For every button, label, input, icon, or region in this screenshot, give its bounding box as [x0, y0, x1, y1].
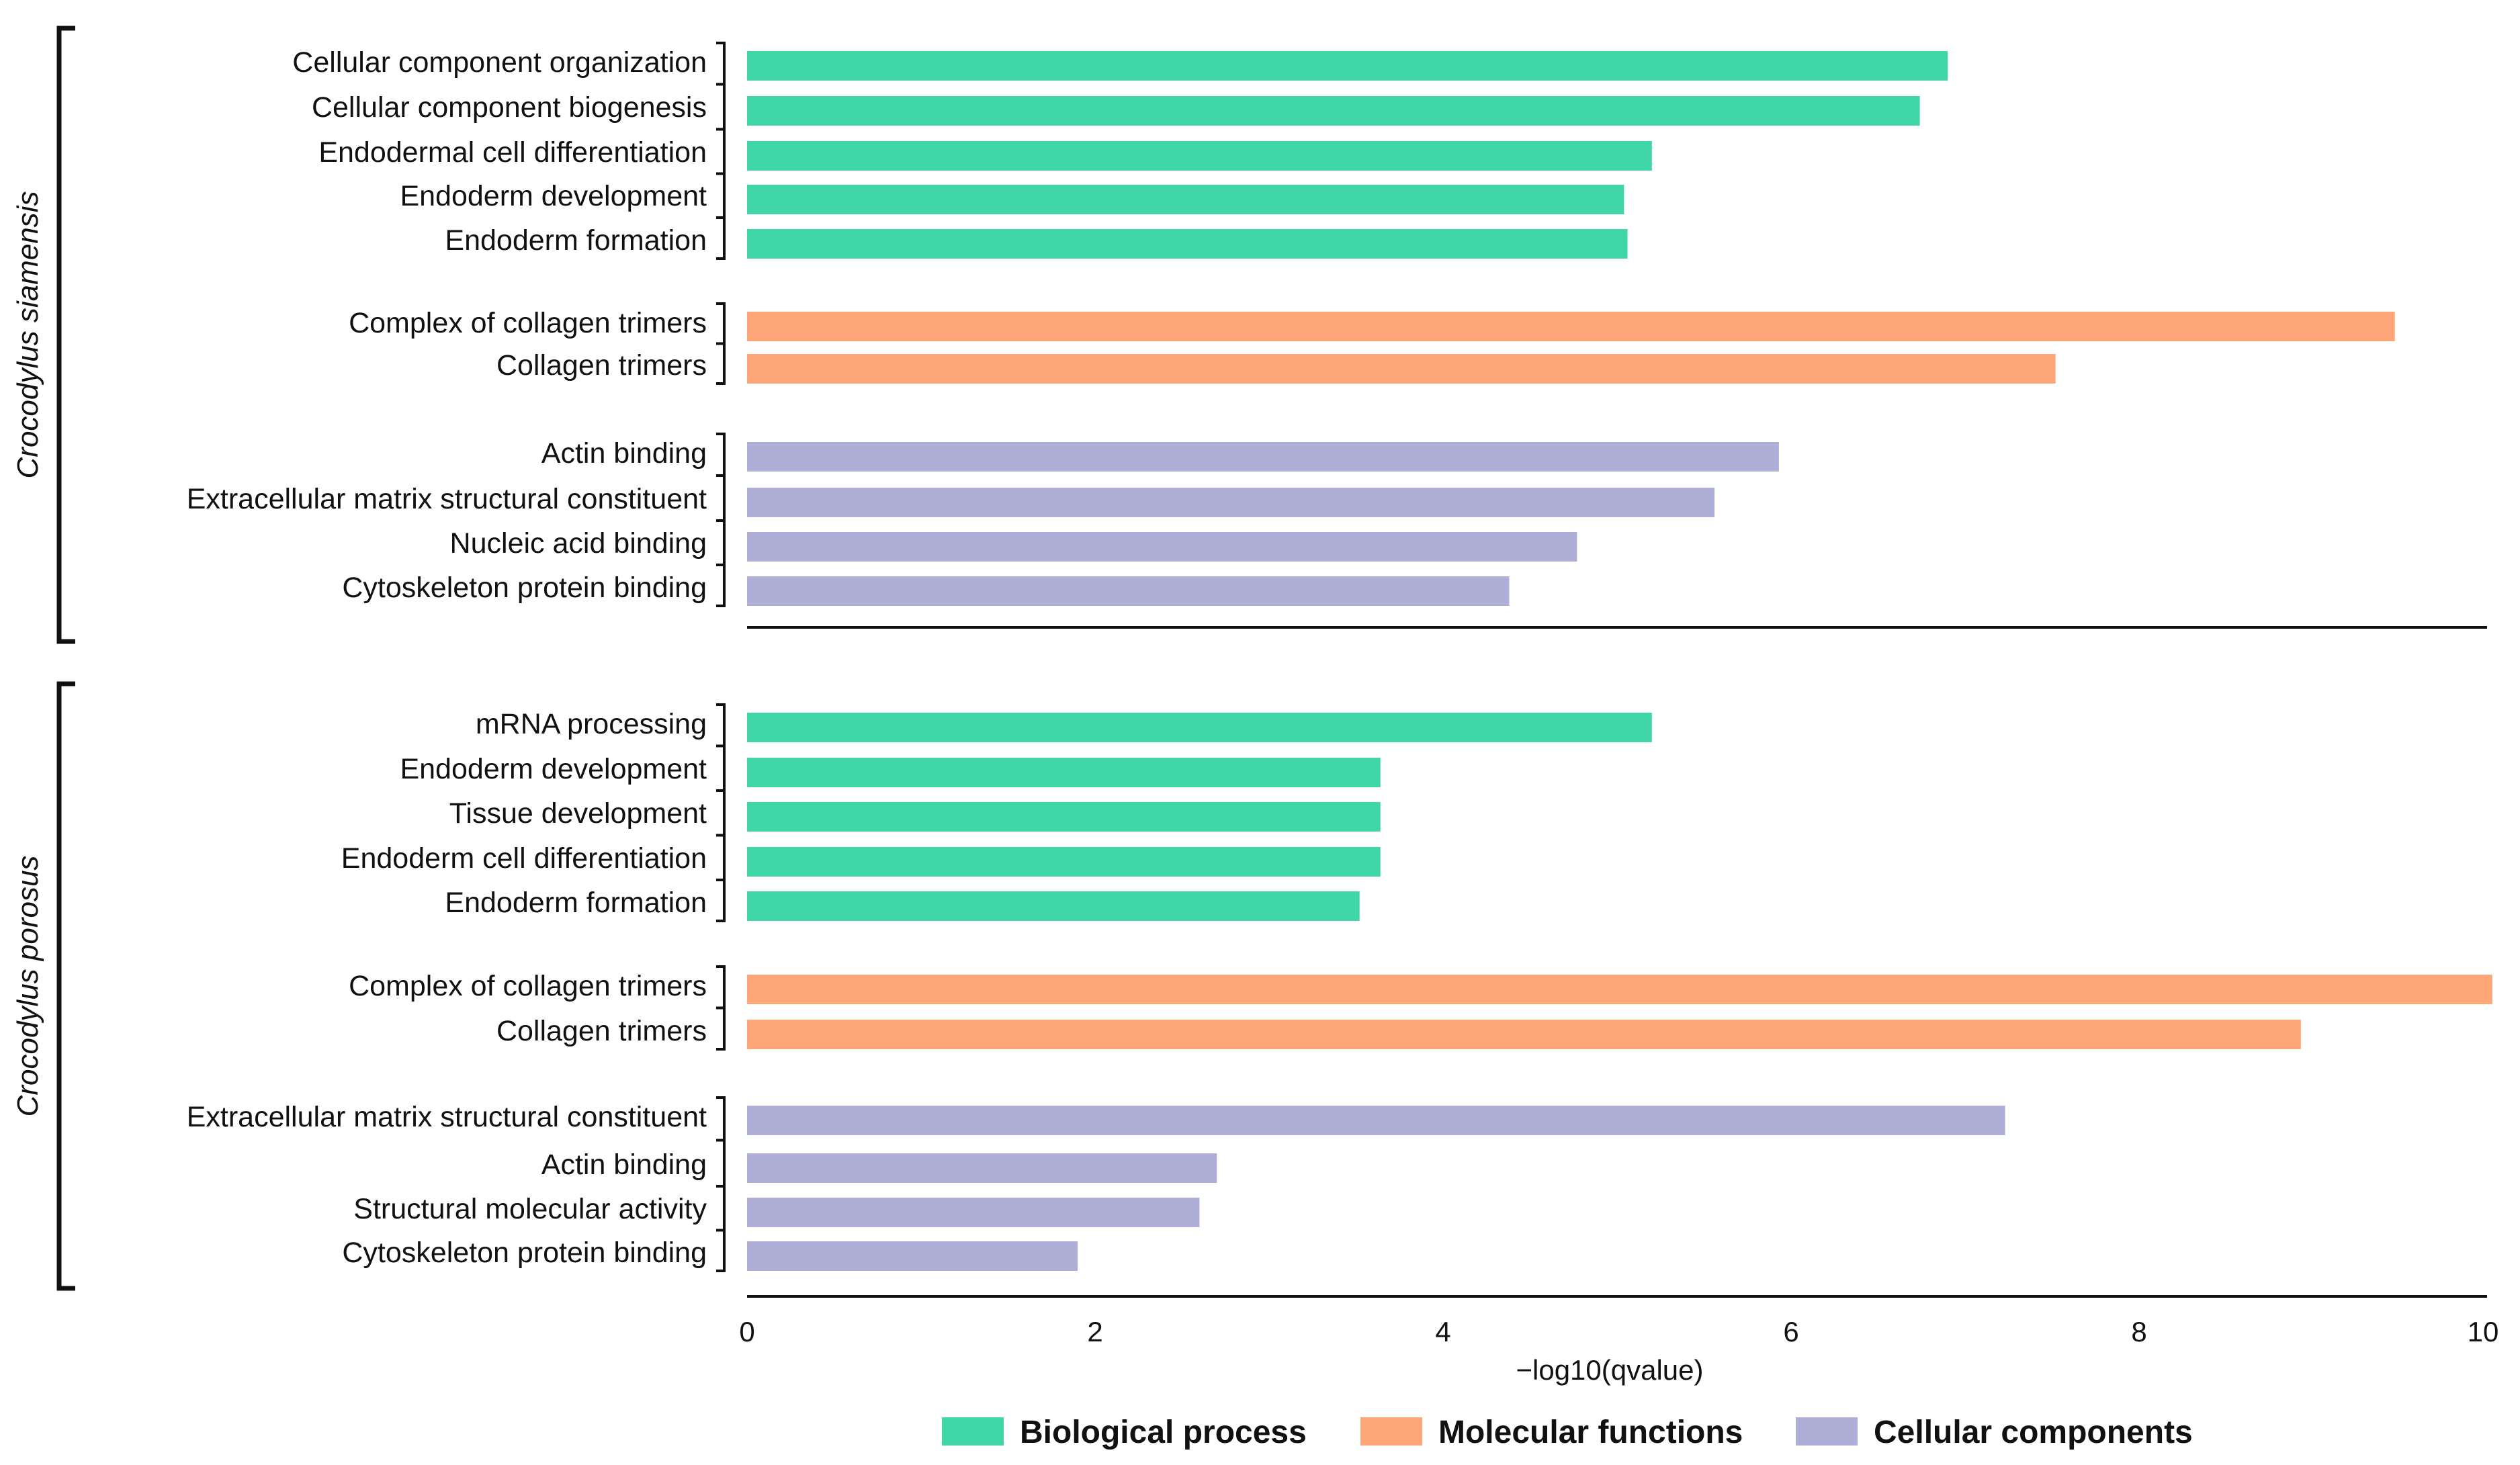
group-bp: Cellular component organization Cellular …	[292, 42, 1948, 260]
x-tick-label: 8	[2131, 1316, 2146, 1347]
legend-entry-cc: Cellular components	[1796, 1415, 2193, 1450]
bar	[747, 354, 2056, 384]
category-label: Complex of collagen trimers	[349, 970, 707, 1002]
legend: Biological process Molecular functions Cel…	[942, 1415, 2193, 1450]
category-label: Cellular component organization	[292, 46, 707, 79]
bar	[747, 758, 1381, 787]
bar	[747, 802, 1381, 832]
category-label: Extracellular matrix structural constitu…	[187, 483, 707, 515]
category-label: mRNA processing	[476, 708, 707, 740]
legend-label: Molecular functions	[1438, 1415, 1743, 1450]
panel-porosus: Crocodylus porosus mRNA processing Endoder…	[11, 681, 2492, 1291]
legend-swatch	[942, 1417, 1004, 1446]
bar	[747, 51, 1948, 81]
group-bracket	[716, 1096, 726, 1272]
category-label: Endoderm formation	[445, 887, 707, 919]
bar	[747, 1106, 2005, 1135]
group-bracket	[716, 965, 726, 1051]
category-label: Extracellular matrix structural constitu…	[187, 1101, 707, 1133]
bar	[747, 576, 1510, 606]
bar	[747, 532, 1577, 562]
category-label: Actin binding	[541, 437, 707, 470]
bar	[747, 1153, 1217, 1183]
legend-entry-bp: Biological process	[942, 1415, 1307, 1450]
category-label: Collagen trimers	[496, 1015, 707, 1047]
bar	[747, 847, 1381, 877]
panel-siamensis: Crocodylus siamensis Cellular component o…	[11, 26, 2395, 644]
bar	[747, 1241, 1078, 1271]
species-bracket	[56, 26, 75, 644]
category-label: Complex of collagen trimers	[349, 307, 707, 339]
group-bracket	[716, 703, 726, 922]
group-bracket	[716, 42, 726, 260]
category-label: Cytoskeleton protein binding	[342, 1237, 707, 1269]
legend-label: Biological process	[1020, 1415, 1307, 1450]
x-axis: 0 2 4 6 8 10 −log10(qvalue)	[739, 626, 2499, 1386]
group-mf: Complex of collagen trimers Collagen trim…	[349, 965, 2492, 1051]
group-bracket	[716, 433, 726, 607]
category-label: Endodermal cell differentiation	[318, 136, 707, 169]
legend-swatch	[1360, 1417, 1422, 1446]
group-mf: Complex of collagen trimers Collagen trim…	[349, 302, 2395, 385]
category-label: Collagen trimers	[496, 349, 707, 382]
x-tick-label: 10	[2468, 1316, 2499, 1347]
group-bracket	[716, 302, 726, 385]
legend-entry-mf: Molecular functions	[1360, 1415, 1743, 1450]
bar	[747, 1020, 2301, 1049]
category-label: Endoderm cell differentiation	[341, 842, 707, 875]
category-label: Cellular component biogenesis	[312, 91, 707, 124]
bar	[747, 229, 1628, 259]
category-label: Nucleic acid binding	[450, 527, 707, 560]
bar	[747, 975, 2492, 1004]
x-tick-label: 0	[739, 1316, 754, 1347]
legend-swatch	[1796, 1417, 1858, 1446]
category-label: Endoderm formation	[445, 224, 707, 257]
category-label: Actin binding	[541, 1149, 707, 1181]
category-label: Endoderm development	[400, 180, 707, 212]
category-label: Tissue development	[449, 797, 707, 830]
x-tick-label: 6	[1783, 1316, 1798, 1347]
category-label: Endoderm development	[400, 753, 707, 785]
bar	[747, 488, 1715, 517]
legend-label: Cellular components	[1874, 1415, 2193, 1450]
category-label: Cytoskeleton protein binding	[342, 572, 707, 604]
bar	[747, 713, 1652, 742]
bar	[747, 442, 1779, 472]
group-cc: Actin binding Extracellular matrix struct…	[187, 433, 1779, 607]
species-label: Crocodylus porosus	[11, 856, 44, 1117]
x-axis-title: −log10(qvalue)	[1516, 1354, 1703, 1386]
bar	[747, 1198, 1200, 1227]
bar	[747, 312, 2395, 341]
x-tick-label: 4	[1435, 1316, 1450, 1347]
group-bp: mRNA processing Endoderm development Tissu…	[341, 703, 1652, 922]
bar	[747, 96, 1920, 126]
category-label: Structural molecular activity	[353, 1193, 707, 1225]
group-cc: Extracellular matrix structural constitu…	[187, 1096, 2005, 1272]
x-tick-label: 2	[1087, 1316, 1102, 1347]
panels-layer: Crocodylus siamensis Cellular component o…	[11, 26, 2492, 1291]
bar	[747, 891, 1360, 921]
species-label: Crocodylus siamensis	[11, 191, 44, 479]
species-bracket	[56, 681, 75, 1291]
bar	[747, 141, 1652, 171]
bar	[747, 185, 1624, 214]
